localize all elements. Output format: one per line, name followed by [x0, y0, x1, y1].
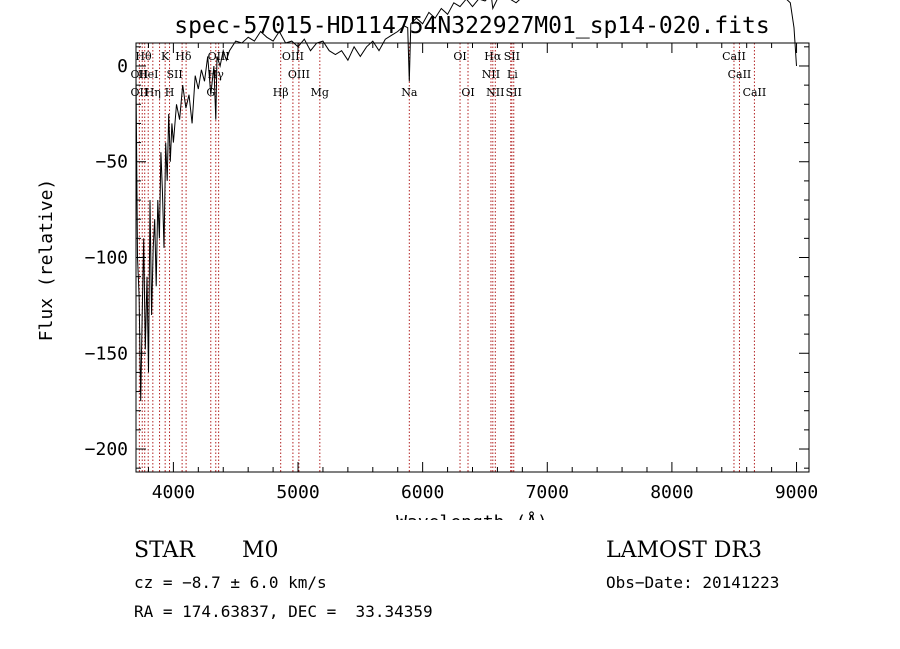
x-tick-label: 9000	[775, 482, 818, 503]
coordinates: RA = 174.63837, DEC = 33.34359	[134, 602, 433, 621]
spectral-line-label: Na	[401, 86, 418, 99]
spectrum-chart: spec-57015-HD114754N322927M01_sp14-020.f…	[36, 0, 819, 520]
spectral-line-label: K	[161, 50, 170, 63]
spectral-line-label: NII	[486, 86, 504, 99]
survey-name: LAMOST DR3	[606, 538, 762, 563]
spectrum-line	[135, 0, 797, 402]
spectral-line-label: Hθ	[135, 50, 152, 63]
x-axis-label: Wavelength (Å)	[396, 511, 548, 520]
spectral-line-label: Hγ	[208, 68, 225, 81]
x-tick-label: 8000	[650, 482, 693, 503]
object-class: STAR	[134, 538, 195, 563]
spectral-line-label: Mg	[311, 86, 329, 99]
axis-tick-labels: 4000 5000 6000 7000 8000 9000 0 −50 −100 −150 −200	[85, 56, 819, 503]
spectral-line-label: Li	[507, 68, 518, 81]
spectral-line-label: H	[165, 86, 175, 99]
y-axis-label: Flux (relative)	[36, 179, 57, 342]
x-tick-label: 4000	[152, 482, 195, 503]
y-tick-label: −150	[85, 343, 128, 364]
y-tick-label: 0	[117, 56, 128, 77]
chart-title: spec-57015-HD114754N322927M01_sp14-020.f…	[174, 13, 769, 39]
spectral-line-label: HeI	[138, 68, 158, 81]
y-tick-label: −100	[85, 248, 128, 269]
spectral-line-label: CaII	[728, 68, 752, 81]
x-tick-label: 7000	[526, 482, 569, 503]
y-tick-label: −50	[95, 152, 128, 173]
spectral-line-label: OI	[461, 86, 474, 99]
spectral-line-label: Hβ	[273, 86, 289, 99]
spectral-line-label: OIII	[282, 50, 304, 63]
spectral-line-label: OII	[131, 86, 149, 99]
spectral-line-label: Hδ	[175, 50, 192, 63]
spectral-line-label: CaII	[743, 86, 767, 99]
spectral-line-label: OII	[131, 68, 149, 81]
spectral-line-label: OI	[453, 50, 466, 63]
spectral-line-label: SII	[506, 86, 522, 99]
y-tick-label: −200	[85, 439, 128, 460]
axis-ticks	[136, 43, 809, 472]
plot-frame	[135, 42, 810, 473]
observation-date: Obs−Date: 20141223	[606, 573, 780, 592]
spectral-line-label: SII	[167, 68, 183, 81]
x-tick-label: 5000	[276, 482, 319, 503]
object-subclass: M0	[242, 538, 279, 563]
x-tick-label: 6000	[401, 482, 444, 503]
spectral-line-label: Hη	[145, 86, 161, 99]
spectral-line-label: CaII	[722, 50, 746, 63]
spectral-line-markers	[138, 43, 755, 472]
spectral-line-label: NII	[482, 68, 500, 81]
spectral-line-label: OIII	[288, 68, 310, 81]
spectral-line-label: Hα	[484, 50, 502, 63]
redshift-cz: cz = −8.7 ± 6.0 km/s	[134, 573, 327, 592]
spectral-line-label: SII	[504, 50, 520, 63]
